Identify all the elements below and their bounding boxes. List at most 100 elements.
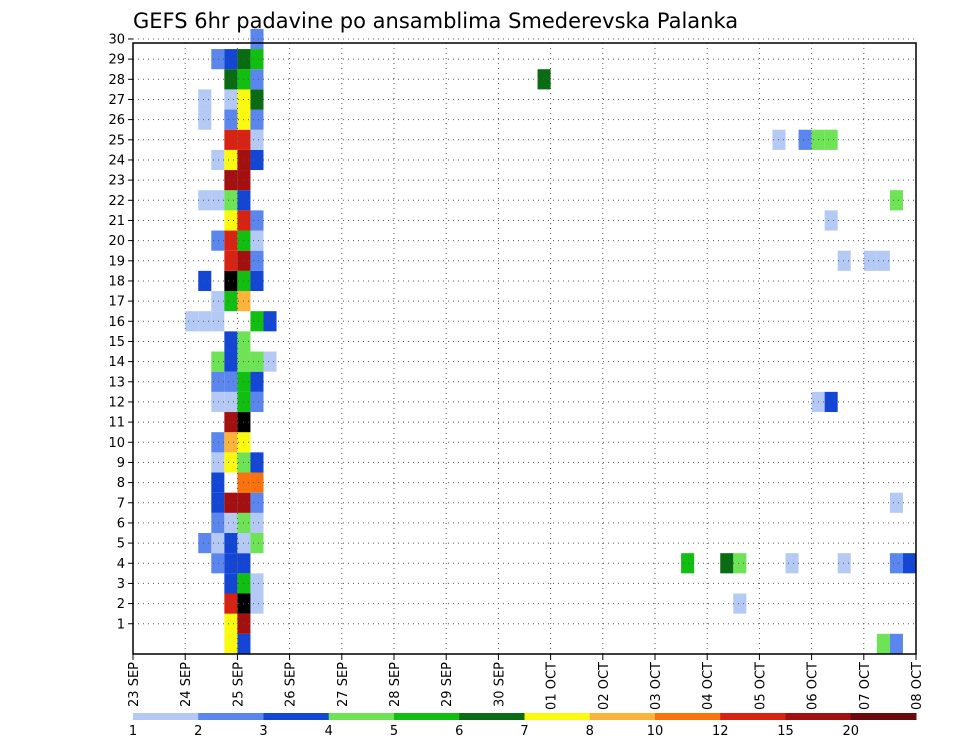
- y-tick-label: 12: [108, 395, 125, 410]
- legend-label: 5: [390, 724, 398, 739]
- x-tick-label: 30 SEP: [492, 662, 507, 707]
- precip-cell: [224, 230, 238, 251]
- y-tick-label: 19: [108, 254, 125, 269]
- precip-cell: [211, 492, 225, 513]
- precip-cell: [250, 351, 264, 372]
- precip-cell: [224, 149, 238, 171]
- legend-label: 6: [455, 724, 463, 739]
- precip-cell: [224, 129, 238, 150]
- precip-cell: [211, 432, 225, 453]
- precip-cell: [185, 311, 199, 332]
- grid-layer: [133, 38, 916, 654]
- legend-label: 20: [842, 724, 859, 739]
- precip-cell: [263, 311, 277, 332]
- precip-cell: [537, 69, 551, 90]
- precip-cell: [198, 533, 212, 554]
- precip-cell: [250, 230, 264, 251]
- precip-cell: [263, 351, 277, 372]
- precip-cell: [211, 291, 225, 312]
- y-tick-label: 11: [108, 416, 125, 431]
- y-tick-label: 7: [117, 496, 125, 511]
- precip-cell: [250, 28, 264, 50]
- precip-cell: [224, 270, 238, 292]
- precip-cell: [837, 250, 851, 271]
- precip-cell: [198, 89, 212, 110]
- precip-cell: [211, 149, 225, 171]
- color-legend: 1 2 3 4 5 6 7 8 10 12 15 20: [129, 713, 917, 739]
- x-tick-label: 07 OCT: [858, 662, 873, 710]
- precip-cell: [211, 533, 225, 554]
- x-tick-label: 04 OCT: [701, 662, 716, 710]
- legend-label: 12: [712, 724, 729, 739]
- y-tick-label: 28: [108, 73, 125, 88]
- precip-cell: [250, 371, 264, 392]
- y-tick-label: 5: [117, 537, 125, 552]
- y-tick-label: 13: [108, 375, 125, 390]
- y-tick-label: 23: [108, 174, 125, 189]
- y-tick-label: 25: [108, 133, 125, 148]
- precip-cell: [224, 190, 238, 211]
- precip-cell: [250, 210, 264, 231]
- precip-cell: [224, 512, 238, 534]
- x-tick-label: 26 SEP: [284, 662, 299, 707]
- precip-cell: [198, 190, 212, 211]
- precip-cell: [889, 190, 903, 211]
- legend-swatch: [394, 713, 460, 720]
- x-tick-label: 23 SEP: [127, 662, 142, 707]
- y-tick-label: 29: [108, 53, 125, 68]
- precip-cell: [224, 69, 238, 90]
- y-tick-label: 8: [117, 476, 125, 491]
- precip-cell: [224, 371, 238, 392]
- precip-cell: [250, 129, 264, 150]
- legend-swatch: [133, 713, 199, 720]
- y-tick-label: 2: [117, 597, 125, 612]
- y-tick-label: 9: [117, 456, 125, 471]
- legend-label: 3: [259, 724, 267, 739]
- precip-cell: [198, 109, 212, 130]
- precip-cell: [720, 553, 734, 574]
- x-tick-label: 01 OCT: [545, 662, 560, 710]
- x-axis: 23 SEP 24 SEP 25 SEP 26 SEP 27 SEP 28 SEP 29 S…: [127, 654, 925, 710]
- precip-cell: [211, 311, 225, 332]
- precip-cell: [224, 49, 238, 70]
- precip-cell: [211, 371, 225, 392]
- precip-cell: [224, 533, 238, 554]
- precip-cell: [250, 69, 264, 90]
- precip-cell: [889, 553, 903, 574]
- precip-cell: [224, 452, 238, 473]
- precip-cell: [824, 129, 838, 150]
- legend-swatch: [198, 713, 264, 720]
- precip-cell: [250, 573, 264, 594]
- precip-cell: [876, 633, 890, 654]
- legend-label: 2: [194, 724, 202, 739]
- y-tick-label: 4: [117, 557, 125, 572]
- precip-cell: [863, 250, 877, 271]
- y-tick-label: 15: [108, 335, 125, 350]
- y-tick-label: 1: [117, 617, 125, 632]
- precip-cell: [902, 553, 916, 574]
- precip-cell: [250, 391, 264, 413]
- x-tick-label: 02 OCT: [597, 662, 612, 710]
- precip-cell: [224, 210, 238, 231]
- precip-cell: [250, 270, 264, 292]
- y-tick-label: 26: [108, 113, 125, 128]
- legend-label: 10: [647, 724, 664, 739]
- legend-swatch: [655, 713, 721, 720]
- precip-cell: [250, 452, 264, 473]
- y-tick-label: 24: [108, 153, 125, 168]
- y-tick-label: 16: [108, 315, 125, 330]
- x-tick-label: 03 OCT: [649, 662, 664, 710]
- legend-label: 15: [777, 724, 794, 739]
- precip-cell: [224, 432, 238, 453]
- plot-frame: [132, 42, 917, 655]
- precip-cell: [733, 553, 747, 574]
- precip-cell: [198, 270, 212, 292]
- legend-swatch: [720, 713, 786, 720]
- precip-cell: [211, 472, 225, 493]
- precip-cell: [250, 89, 264, 110]
- precip-cell: [889, 633, 903, 654]
- precip-cell: [224, 170, 238, 191]
- precip-cell: [250, 49, 264, 70]
- x-tick-label: 05 OCT: [753, 662, 768, 710]
- precip-cell: [211, 351, 225, 372]
